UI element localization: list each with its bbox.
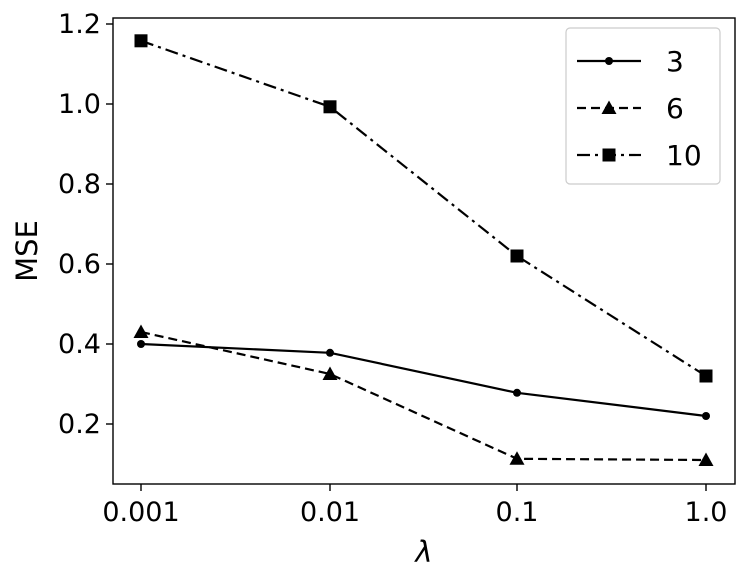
legend-marker-3 [605, 57, 613, 65]
y-tick-label-3: 0.8 [58, 169, 101, 200]
y-tick-label-4: 1.0 [58, 89, 101, 120]
series-6-point-0 [133, 324, 149, 338]
series-line-10 [140, 39, 707, 377]
y-tick-label-5: 1.2 [58, 9, 101, 40]
legend-label-6: 6 [666, 92, 684, 125]
series-6-point-2 [509, 451, 525, 465]
series-10-point-2 [510, 249, 524, 263]
series-3-point-0 [137, 340, 145, 348]
series-line-3 [140, 342, 707, 418]
x-tick-label-3: 1.0 [685, 497, 728, 528]
legend-marker-6 [601, 100, 617, 114]
x-tick-label-1: 0.01 [300, 497, 360, 528]
legend-label-10: 10 [666, 139, 702, 172]
series-10-point-3 [699, 369, 713, 383]
legend-marker-10 [602, 148, 616, 162]
x-tick-label-0: 0.001 [102, 497, 179, 528]
series-3-point-2 [513, 388, 521, 397]
series-6-point-1 [322, 366, 338, 380]
series-3-point-3 [702, 412, 710, 420]
axes-frame [112, 17, 736, 485]
series-6-point-3 [698, 452, 714, 466]
series-3-point-1 [326, 348, 334, 357]
legend: 3 6 10 [565, 27, 721, 185]
series-10-point-0 [134, 34, 148, 48]
legend-label-3: 3 [666, 45, 684, 78]
series-10-point-1 [323, 100, 337, 114]
y-tick-label-2: 0.6 [58, 249, 101, 280]
plot-area [133, 34, 714, 466]
x-tick-label-2: 0.1 [496, 497, 539, 528]
axes: 0.001 0.01 0.1 1.0 0.2 0.4 0.6 0.8 1.0 1.2 [58, 9, 736, 528]
legend-box [565, 27, 721, 185]
series-line-6 [140, 330, 707, 462]
y-tick-label-0: 0.2 [58, 409, 101, 440]
y-axis-label: MSE [10, 220, 44, 282]
y-tick-label-1: 0.4 [58, 329, 101, 360]
x-axis-label: λ [413, 535, 432, 569]
